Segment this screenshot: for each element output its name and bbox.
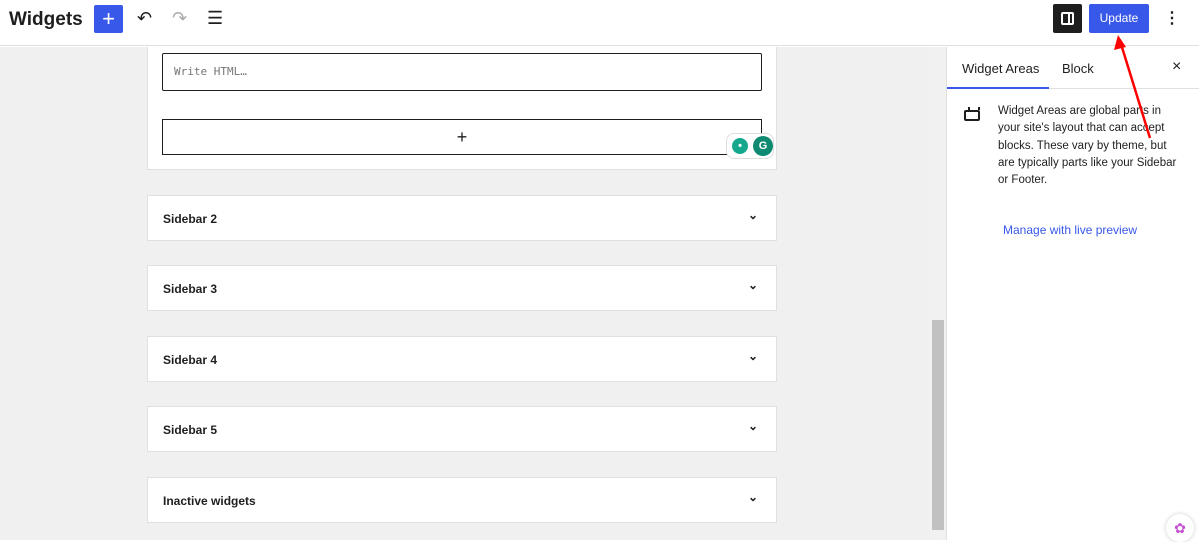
manage-live-preview-link[interactable]: Manage with live preview — [1003, 223, 1138, 237]
widget-area-sidebar-4[interactable]: Sidebar 4 ⌄ — [147, 336, 777, 382]
tab-widget-areas[interactable]: Widget Areas — [962, 61, 1040, 76]
tab-block[interactable]: Block — [1062, 61, 1094, 76]
undo-icon[interactable]: ↶ — [137, 8, 153, 28]
brain-extension-icon[interactable]: ✿ — [1166, 514, 1194, 542]
html-input[interactable]: Write HTML… — [162, 53, 762, 91]
widget-areas-description: Widget Areas are global parts in your si… — [998, 105, 1177, 187]
settings-toggle-button[interactable] — [1053, 4, 1082, 33]
widget-area-sidebar-3[interactable]: Sidebar 3 ⌄ — [147, 265, 777, 311]
area-label: Sidebar 3 — [163, 282, 218, 296]
close-icon[interactable]: × — [1172, 58, 1182, 75]
list-view-icon[interactable]: ☰ — [207, 8, 224, 28]
more-options-button[interactable]: ⋮ — [1164, 10, 1180, 27]
chevron-down-icon[interactable]: ⌄ — [747, 208, 758, 222]
settings-sidebar: Widget Areas Block × Widget Areas are gl… — [946, 47, 1199, 540]
widget-area-sidebar-2[interactable]: Sidebar 2 ⌄ — [147, 195, 777, 241]
scrollbar-thumb[interactable] — [932, 320, 944, 530]
update-button[interactable]: Update — [1089, 4, 1149, 33]
chevron-down-icon[interactable]: ⌄ — [747, 490, 758, 504]
grammarly-widget[interactable]: • G — [726, 133, 774, 159]
widget-area-sidebar-5[interactable]: Sidebar 5 ⌄ — [147, 406, 777, 452]
add-block-appender[interactable]: + — [162, 119, 762, 155]
widget-area-icon — [964, 107, 980, 121]
grammarly-icon[interactable]: G — [753, 136, 773, 156]
widget-area-inactive[interactable]: Inactive widgets ⌄ — [147, 477, 777, 523]
chevron-down-icon[interactable]: ⌄ — [747, 349, 758, 363]
chevron-down-icon[interactable]: ⌄ — [747, 278, 758, 292]
area-label: Sidebar 2 — [163, 212, 218, 226]
lightbulb-icon[interactable]: • — [732, 138, 748, 154]
area-label: Inactive widgets — [163, 494, 256, 508]
area-label: Sidebar 4 — [163, 353, 218, 367]
area-label: Sidebar 5 — [163, 423, 218, 437]
add-block-button[interactable]: + — [94, 5, 123, 33]
active-tab-indicator — [947, 87, 1049, 89]
custom-html-block: Write HTML… + • G — [147, 47, 777, 170]
header: Widgets + ↶ ↷ ☰ Update ⋮ — [0, 0, 1199, 46]
redo-icon[interactable]: ↷ — [172, 8, 188, 28]
chevron-down-icon[interactable]: ⌄ — [747, 419, 758, 433]
page-title: Widgets — [9, 9, 83, 30]
sidebar-icon — [1061, 12, 1074, 25]
